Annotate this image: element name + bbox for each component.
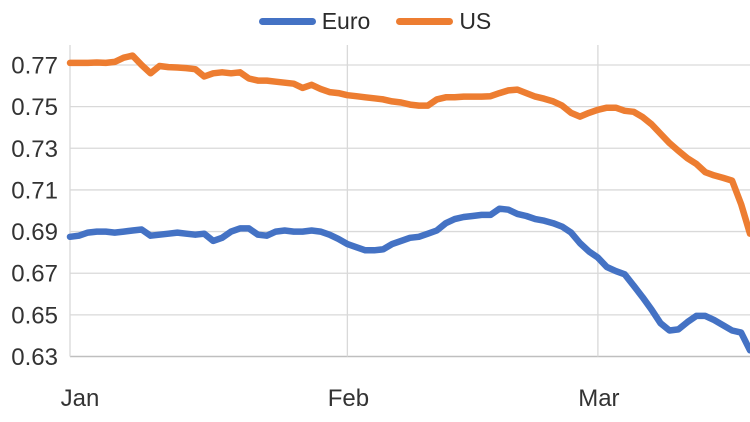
x-axis-tick-label: Jan (61, 385, 100, 412)
x-axis-tick-label: Feb (328, 385, 369, 412)
y-axis-tick-label: 0.75 (11, 94, 58, 121)
y-axis-tick-label: 0.69 (11, 219, 58, 246)
series-line-euro (66, 205, 750, 354)
euro-line-swatch-icon (258, 18, 316, 25)
x-axis-tick-label: Mar (578, 385, 619, 412)
legend-label-euro: Euro (321, 8, 371, 34)
y-axis-tick-label: 0.67 (11, 261, 58, 288)
legend-item-us: US (396, 10, 491, 33)
y-axis-tick-label: 0.77 (11, 53, 58, 80)
chart-legend: Euro US (0, 10, 750, 33)
y-axis-tick-label: 0.63 (11, 344, 58, 371)
legend-item-euro: Euro (258, 8, 371, 34)
legend-label-us: US (459, 8, 492, 34)
y-axis-tick-label: 0.71 (11, 177, 58, 204)
y-axis-tick-label: 0.65 (11, 302, 58, 329)
us-line-swatch-icon (396, 18, 454, 25)
series-line-us (66, 52, 750, 237)
y-axis-tick-label: 0.73 (11, 136, 58, 163)
